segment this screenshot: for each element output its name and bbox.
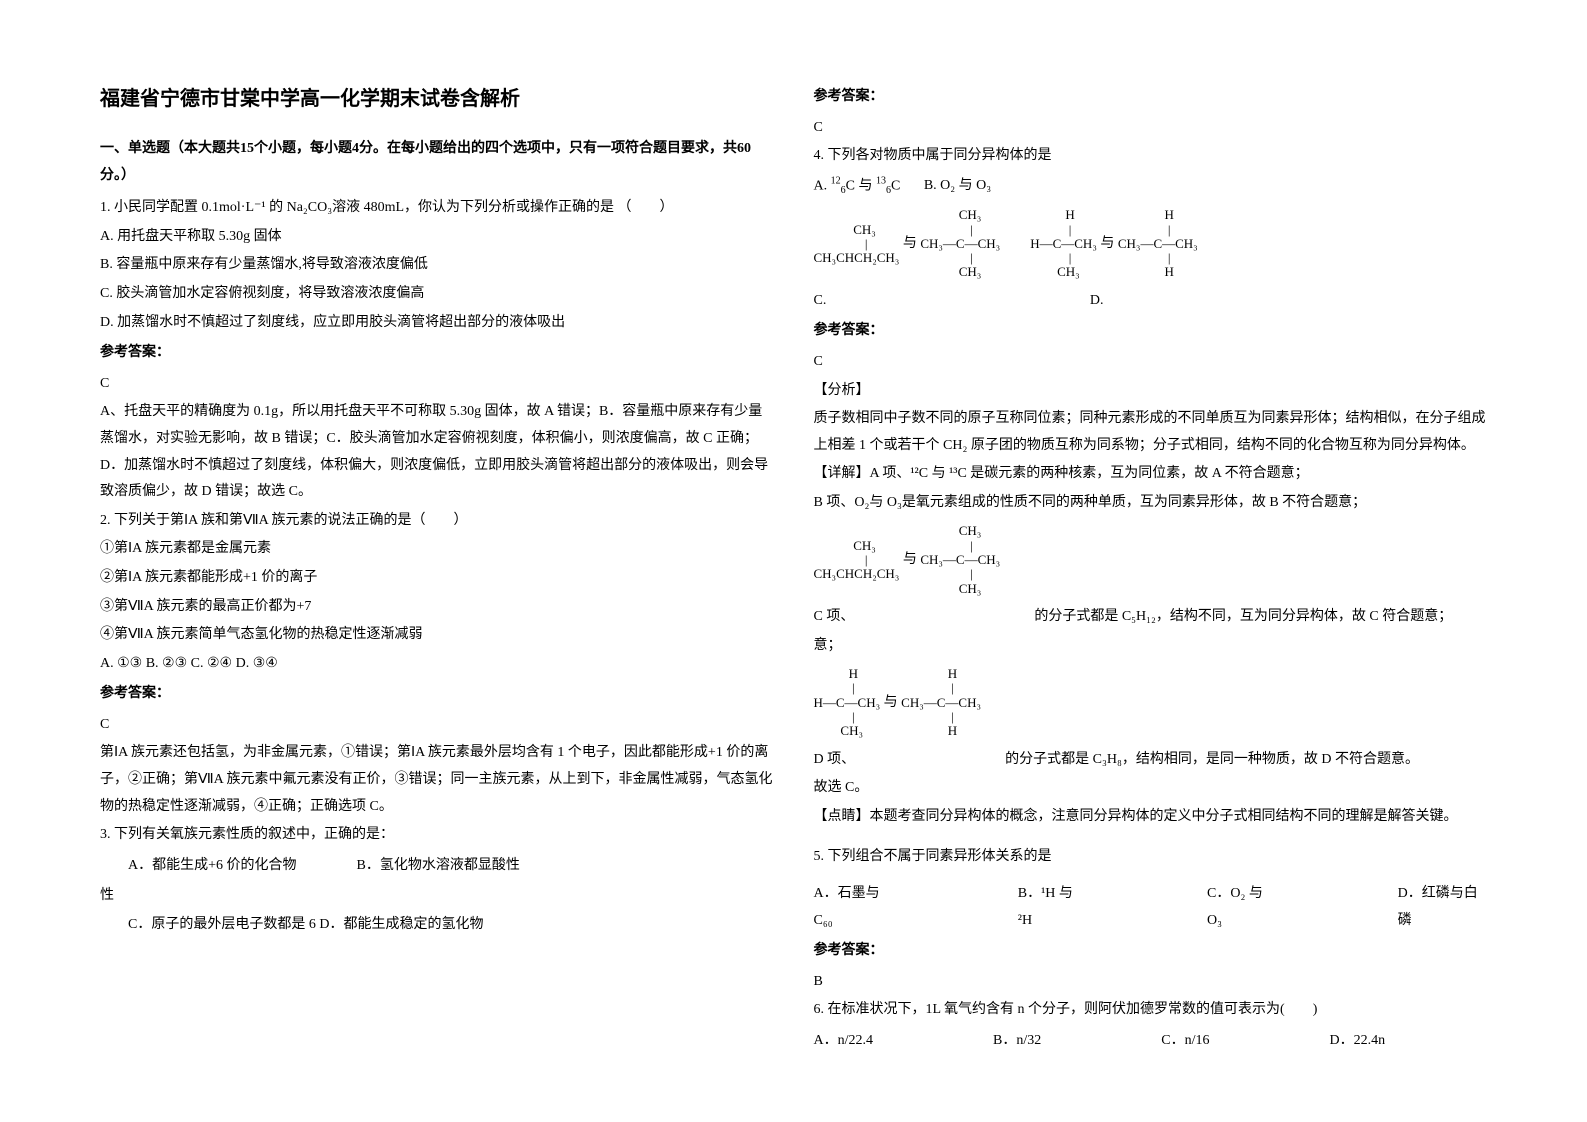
q2-o3: ③第ⅦA 族元素的最高正价都为+7 [100, 594, 774, 621]
point-label: 【点睛】本题考查同分异构体的概念，注意同分异构体的定义中分子式相同结构不同的理解… [814, 804, 1488, 831]
answer-label: 参考答案： [814, 938, 1488, 965]
q2-o1: ①第ⅠA 族元素都是金属元素 [100, 536, 774, 563]
q6-opt-a: A．n/22.4 [814, 1028, 874, 1055]
chem-and: 与 [1100, 236, 1118, 251]
q3-opt-b: B．氢化物水溶液都显酸性 [357, 853, 520, 880]
q5-opt-b: B．¹H 与 ²H [1018, 881, 1087, 934]
q2-opts: A. ①③ B. ②③ C. ②④ D. ③④ [100, 651, 774, 678]
q4-a-iso2: 136 [876, 178, 891, 193]
q4-answer: C [814, 349, 1488, 376]
answer-label: 参考答案： [814, 84, 1488, 111]
analysis-label: 【分析】 [814, 378, 1488, 405]
page-title: 福建省宁德市甘棠中学高一化学期末试卷含解析 [100, 80, 774, 118]
q2-answer: C [100, 712, 774, 739]
chem-struct-d2: H | CH₃—C—CH₃ | H [1118, 208, 1198, 279]
q3-stem: 3. 下列有关氧族元素性质的叙述中，正确的是： [100, 822, 774, 849]
q5-opt-d: D．红磷与白磷 [1398, 881, 1487, 934]
q4-conclusion: 故选 C。 [814, 775, 1488, 802]
q6-opts: A．n/22.4 B．n/32 C．n/16 D．22.4n [814, 1028, 1488, 1055]
right-column: 参考答案： C 4. 下列各对物质中属于同分异构体的是 A. 126C 与 13… [814, 80, 1488, 1042]
q6-opt-d: D．22.4n [1329, 1028, 1385, 1055]
q1-opt-d: D. 加蒸馏水时不慎超过了刻度线，应立即用胶头滴管将超出部分的液体吸出 [100, 310, 774, 337]
q3-row1: A．都能生成+6 价的化合物 B．氢化物水溶液都显酸性 [100, 853, 774, 880]
q2-o4: ④第ⅦA 族元素简单气态氢化物的热稳定性逐渐减弱 [100, 622, 774, 649]
q4-c-block: CH₃ | CH₃CHCH₂CH₃ 与 CH₃ | CH₃—C—CH₃ | CH… [814, 208, 1001, 279]
q4-cd-labels: C. D. [814, 288, 1488, 315]
q4-detail-d: D 项、的分子式都是 C₃H₈，结构相同，是同一种物质，故 D 不符合题意。 [814, 747, 1488, 774]
section-heading: 一、单选题（本大题共15个小题，每小题4分。在每小题给出的四个选项中，只有一项符… [100, 136, 774, 189]
q4-d-block: H | H—C—CH₃ | CH₃ 与 H | CH₃—C—CH₃ | H [1030, 208, 1198, 279]
q6-opt-c: C．n/16 [1161, 1028, 1209, 1055]
q4-a-end: C [891, 178, 900, 193]
q4-detail-c: C 项、的分子式都是 C₅H₁₂，结构不同，互为同分异构体，故 C 符合题意； [814, 604, 1488, 631]
q4-a-pre: A. [814, 178, 831, 193]
answer-label: 参考答案： [814, 318, 1488, 345]
chem-struct-c2: CH₃ | CH₃—C—CH₃ | CH₃ [920, 208, 1000, 279]
q5-opts: A．石墨与 C₆₀ B．¹H 与 ²H C．O₂ 与 O₃ D．红磷与白磷 [814, 881, 1488, 934]
q3-opt-b-cont: 性 [100, 883, 774, 910]
q1-opt-b: B. 容量瓶中原来存有少量蒸馏水,将导致溶液浓度偏低 [100, 252, 774, 279]
q4-detail-c-struct: CH₃ | CH₃CHCH₂CH₃ 与 CH₃ | CH₃—C—CH₃ | CH… [814, 524, 1001, 595]
q4-c-label: C. [814, 293, 827, 308]
q5-opt-a: A．石墨与 C₆₀ [814, 881, 898, 934]
q1-stem: 1. 小民同学配置 0.1mol·L⁻¹ 的 Na₂CO₃溶液 480mL，你认… [100, 195, 774, 222]
q4-detail-d-struct: H | H—C—CH₃ | CH₃ 与 H | CH₃—C—CH₃ | H [814, 667, 982, 738]
q4-detail-c-row: CH₃ | CH₃CHCH₂CH₃ 与 CH₃ | CH₃—C—CH₃ | CH… [814, 524, 1488, 595]
q4-analysis: 质子数相同中子数不同的原子互称同位素；同种元素形成的不同单质互为同素异形体；结构… [814, 406, 1488, 459]
q6-stem: 6. 在标准状况下，1L 氧气约含有 n 个分子，则阿伏加德罗常数的值可表示为(… [814, 997, 1488, 1024]
q4-opt-cd-row: CH₃ | CH₃CHCH₂CH₃ 与 CH₃ | CH₃—C—CH₃ | CH… [814, 208, 1488, 279]
q1-explanation: A、托盘天平的精确度为 0.1g，所以用托盘天平不可称取 5.30g 固体，故 … [100, 399, 774, 505]
q2-o2: ②第ⅠA 族元素都能形成+1 价的离子 [100, 565, 774, 592]
chem-struct-d1: H | H—C—CH₃ | CH₃ [1030, 208, 1097, 279]
q4-stem: 4. 下列各对物质中属于同分异构体的是 [814, 143, 1488, 170]
q4-opt-ab: A. 126C 与 136C B. O₂ 与 O₃ [814, 172, 1488, 200]
q5-stem: 5. 下列组合不属于同素异形体关系的是 [814, 844, 1488, 871]
q6-opt-b: B．n/32 [993, 1028, 1041, 1055]
chem-and: 与 [884, 695, 902, 710]
q2-stem: 2. 下列关于第ⅠA 族和第ⅦA 族元素的说法正确的是（ ） [100, 508, 774, 535]
left-column: 福建省宁德市甘棠中学高一化学期末试卷含解析 一、单选题（本大题共15个小题，每小… [100, 80, 774, 1042]
q4-detail-b: B 项、O₂与 O₃是氧元素组成的性质不同的两种单质，互为同素异形体，故 B 不… [814, 490, 1488, 517]
q4-detail-d-row: H | H—C—CH₃ | CH₃ 与 H | CH₃—C—CH₃ | H [814, 667, 1488, 738]
q3-opt-a: A．都能生成+6 价的化合物 [100, 853, 297, 880]
q1-answer: C [100, 371, 774, 398]
chem-and: 与 [903, 236, 921, 251]
q5-opt-c: C．O₂ 与 O₃ [1207, 881, 1278, 934]
chem-struct-c1b: CH₃ | CH₃CHCH₂CH₃ [814, 539, 900, 582]
q4-a-mid: C 与 [846, 178, 876, 193]
chem-struct-c1: CH₃ | CH₃CHCH₂CH₃ [814, 223, 900, 266]
q1-opt-c: C. 胶头滴管加水定容俯视刻度，将导致溶液浓度偏高 [100, 281, 774, 308]
answer-label: 参考答案： [100, 681, 774, 708]
q2-explanation: 第ⅠA 族元素还包括氢，为非金属元素，①错误；第ⅠA 族元素最外层均含有 1 个… [100, 740, 774, 820]
chem-struct-c2b: CH₃ | CH₃—C—CH₃ | CH₃ [920, 524, 1000, 595]
chem-and: 与 [903, 552, 921, 567]
q4-detail-c-cont: 意； [814, 633, 1488, 660]
q4-a-iso1: 126 [831, 178, 846, 193]
chem-struct-d1b: H | H—C—CH₃ | CH₃ [814, 667, 881, 738]
q3-answer: C [814, 115, 1488, 142]
q4-d-label: D. [1090, 293, 1104, 308]
q3-opt-cd: C．原子的最外层电子数都是 6 D．都能生成稳定的氢化物 [100, 912, 774, 939]
answer-label: 参考答案： [100, 340, 774, 367]
detail-label: 【详解】A 项、¹²C 与 ¹³C 是碳元素的两种核素，互为同位素，故 A 不符… [814, 461, 1488, 488]
q5-answer: B [814, 969, 1488, 996]
q4-opt-b: B. O₂ 与 O₃ [924, 178, 991, 193]
chem-struct-d2b: H | CH₃—C—CH₃ | H [901, 667, 981, 738]
q1-opt-a: A. 用托盘天平称取 5.30g 固体 [100, 224, 774, 251]
